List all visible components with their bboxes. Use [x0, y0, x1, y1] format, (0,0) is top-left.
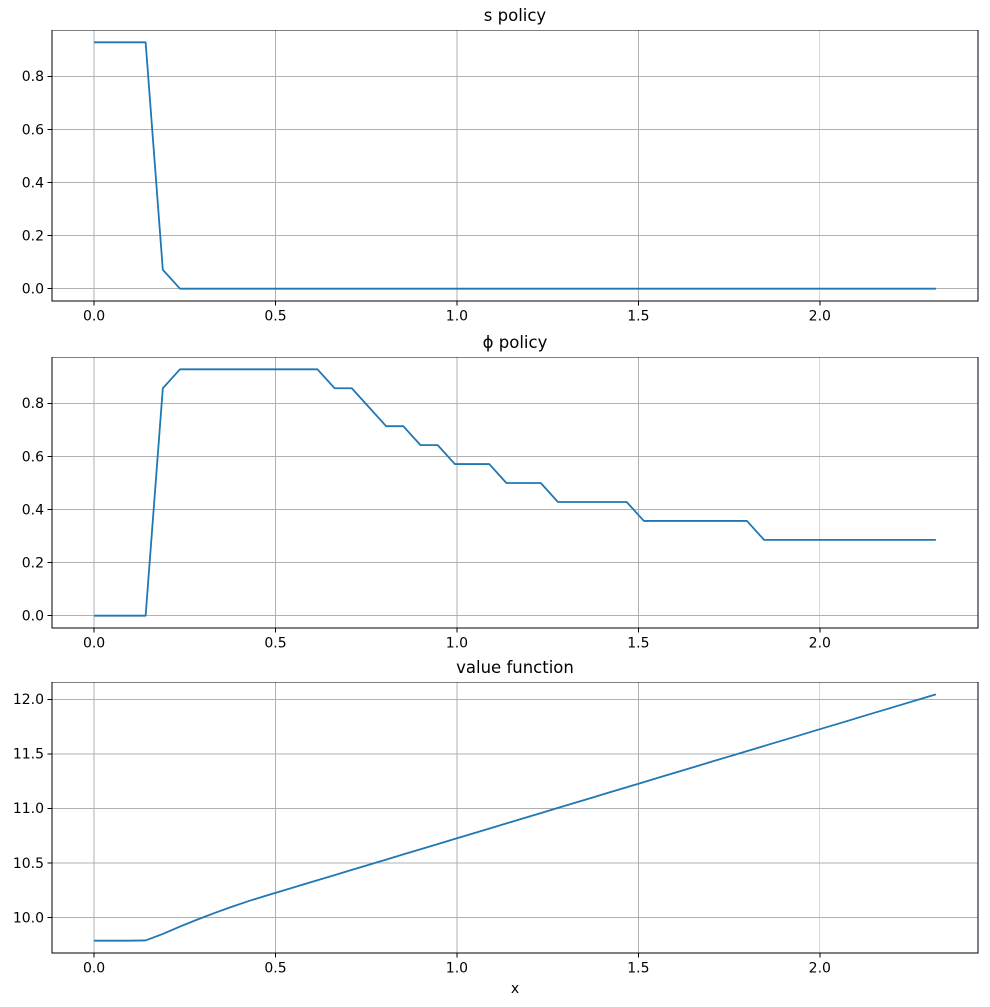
x-tick-label: 0.5 — [264, 309, 286, 325]
subplot-title-s-policy: s policy — [483, 6, 547, 25]
x-tick-label: 2.0 — [809, 309, 831, 325]
series-line — [94, 41, 936, 290]
subplot-title-value-function: value function — [456, 658, 574, 677]
x-tick-label: 1.5 — [627, 636, 649, 652]
y-tick-label: 10.0 — [13, 910, 44, 926]
axes-frame — [51, 30, 979, 302]
y-tick-label: 0.6 — [22, 122, 44, 138]
series-line — [94, 693, 937, 942]
subplot-value-function: 0.0 0.5 1.0 1.5 2.0 10.0 10.5 11.0 11.5 12.0 — [13, 682, 979, 977]
y-tick-label: 0.4 — [22, 175, 44, 191]
axes-frame — [51, 357, 979, 629]
subplot-title-phi-policy: ϕ policy — [482, 333, 548, 352]
x-tick-label: 2.0 — [809, 961, 831, 977]
y-tick-label: 11.5 — [13, 747, 44, 763]
x-tick-label: 1.5 — [627, 961, 649, 977]
x-tick-label: 2.0 — [809, 636, 831, 652]
x-tick-label: 1.0 — [446, 961, 468, 977]
y-tick-label: 12.0 — [13, 692, 44, 708]
x-axis-label: x — [510, 981, 520, 997]
axes-frame — [51, 682, 979, 954]
subplot-phi-policy: 0.0 0.5 1.0 1.5 2.0 0.0 0.2 0.4 0.6 0.8 — [22, 357, 979, 652]
y-tick-label: 0.8 — [22, 69, 44, 85]
x-tick-label: 1.5 — [627, 309, 649, 325]
x-tick-label: 0.5 — [264, 961, 286, 977]
y-tick-label: 0.0 — [22, 608, 44, 624]
x-tick-label: 1.0 — [446, 636, 468, 652]
y-tick-label: 0.8 — [22, 396, 44, 412]
x-tick-label: 1.0 — [446, 309, 468, 325]
subplot-s-policy: 0.0 0.5 1.0 1.5 2.0 0.0 0.2 0.4 0.6 0.8 — [22, 30, 979, 325]
y-tick-label: 0.2 — [22, 228, 44, 244]
series-line — [94, 368, 936, 617]
y-tick-label: 0.0 — [22, 281, 44, 297]
y-tick-label: 0.2 — [22, 555, 44, 571]
x-tick-label: 0.0 — [83, 961, 105, 977]
y-tick-label: 10.5 — [13, 856, 44, 872]
y-tick-label: 11.0 — [13, 801, 44, 817]
x-tick-label: 0.0 — [83, 636, 105, 652]
x-tick-label: 0.5 — [264, 636, 286, 652]
x-tick-label: 0.0 — [83, 309, 105, 325]
y-tick-label: 0.6 — [22, 449, 44, 465]
y-tick-label: 0.4 — [22, 502, 44, 518]
